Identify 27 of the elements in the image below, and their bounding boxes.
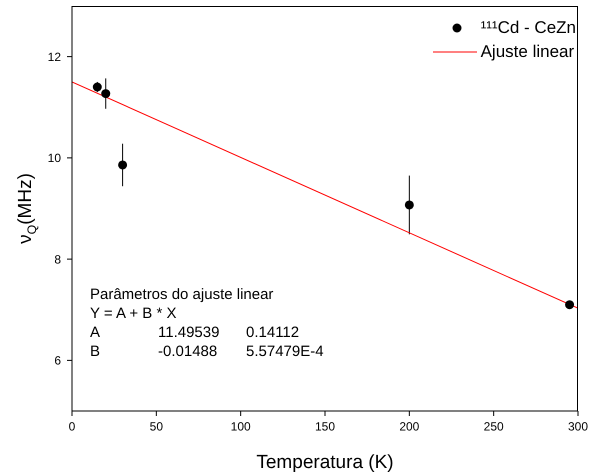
x-tick-label: 150	[314, 420, 336, 434]
point	[101, 89, 110, 98]
annotation: 0.14112	[246, 323, 300, 342]
legend-label: Ajuste linear	[480, 41, 574, 63]
x-tick-label: 250	[484, 420, 504, 434]
point	[118, 160, 128, 170]
y-tick-label: 12	[48, 50, 62, 64]
annotation: Parâmetros do ajuste linear	[90, 285, 274, 304]
x-tick-label: 300	[568, 420, 588, 434]
annotation: Y = A + B * X	[90, 304, 178, 323]
annotation: 11.49539	[158, 323, 220, 342]
x-tick-label: 100	[230, 420, 251, 434]
point	[404, 200, 414, 210]
legend-label: ¹¹¹Cd - CeZn	[480, 17, 576, 39]
y-tick-label: 8	[54, 252, 62, 266]
x-tick-label: 200	[399, 420, 420, 434]
x-tick-label: 50	[150, 420, 164, 434]
x-tick-label: 0	[68, 420, 76, 434]
point	[565, 300, 574, 310]
annotation: A	[90, 323, 102, 342]
annotation: 5.57479E-4	[246, 342, 325, 361]
point	[92, 82, 102, 92]
y-tick-label: 6	[54, 354, 62, 368]
annotation: B	[90, 342, 102, 361]
y-tick-label: 10	[48, 151, 62, 166]
x-axis-title: Temperatura (K)	[256, 452, 394, 473]
annotation: -0.01488	[158, 342, 218, 361]
